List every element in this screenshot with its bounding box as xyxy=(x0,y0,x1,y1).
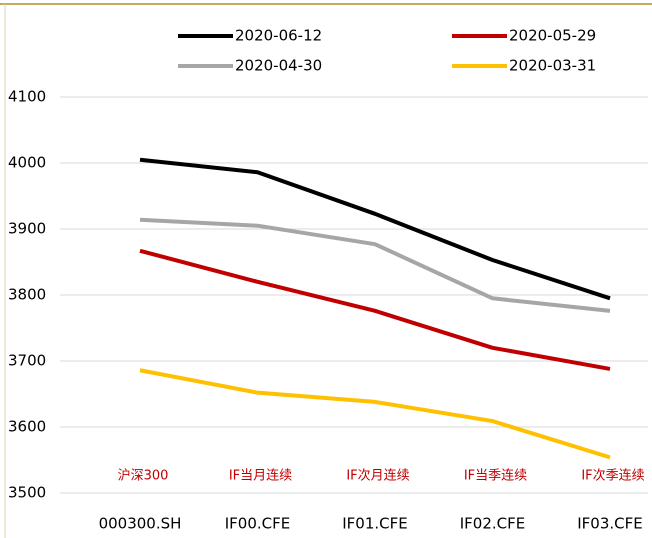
legend-label: 2020-05-29 xyxy=(509,27,596,45)
y-tick-label: 4000 xyxy=(8,154,46,172)
annotation: IF次季连续 xyxy=(581,468,644,484)
y-tick-label: 3900 xyxy=(8,220,46,238)
y-tick-label: 3700 xyxy=(8,352,46,370)
x-tick-label: IF00.CFE xyxy=(225,515,291,533)
y-tick-label: 4100 xyxy=(8,88,46,106)
annotation: IF当季连续 xyxy=(464,468,527,484)
annotation: 沪深300 xyxy=(118,468,169,484)
legend-label: 2020-06-12 xyxy=(235,27,322,45)
legend-label: 2020-04-30 xyxy=(235,57,322,75)
x-tick-label: 000300.SH xyxy=(99,515,182,533)
x-tick-label: IF03.CFE xyxy=(577,515,643,533)
series-line xyxy=(139,368,611,460)
legend-label: 2020-03-31 xyxy=(509,57,596,75)
series-line xyxy=(139,248,611,371)
y-tick-label: 3500 xyxy=(8,484,46,502)
annotation: IF当月连续 xyxy=(229,468,292,484)
x-tick-label: IF01.CFE xyxy=(342,515,408,533)
y-tick-label: 3600 xyxy=(8,418,46,436)
y-tick-label: 3800 xyxy=(8,286,46,304)
series-line xyxy=(139,217,611,313)
annotation: IF次月连续 xyxy=(346,468,409,484)
x-tick-label: IF02.CFE xyxy=(460,515,526,533)
series-line xyxy=(139,157,611,301)
